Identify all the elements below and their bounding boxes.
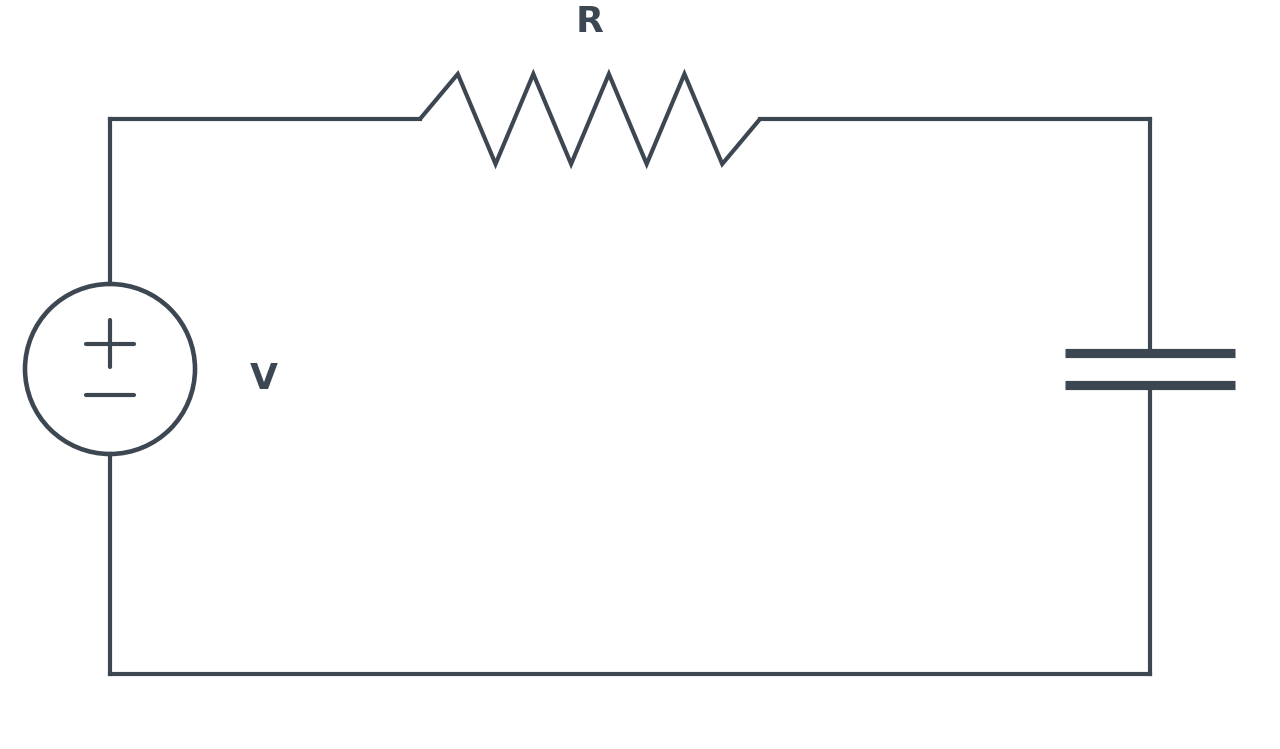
Text: R: R <box>576 5 604 39</box>
Text: V: V <box>250 362 278 396</box>
